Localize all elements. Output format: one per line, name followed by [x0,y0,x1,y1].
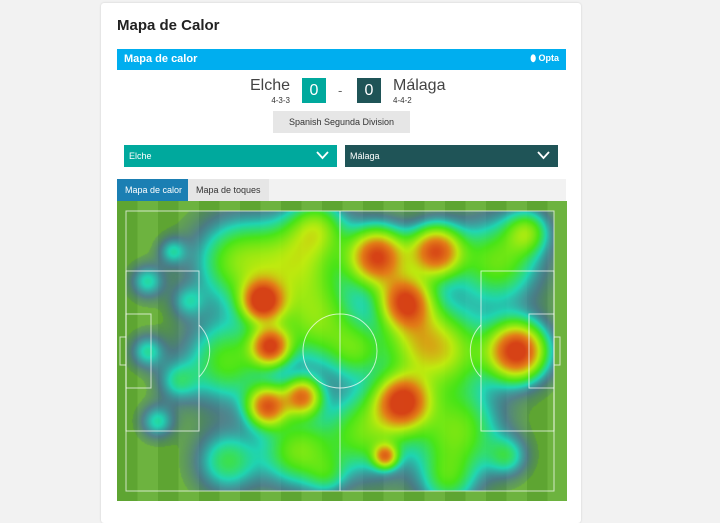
tab-mapa-de-calor[interactable]: Mapa de calor [117,179,191,201]
page-title: Mapa de Calor [117,17,220,34]
heatmap-layer [117,201,567,501]
home-team-name: Elche [249,77,290,94]
widget-title: Mapa de calor [124,53,198,65]
tab-mapa-de-toques[interactable]: Mapa de toques [188,179,269,201]
away-score: 0 [357,78,381,103]
away-team-name: Málaga [393,77,446,94]
view-tabs: Mapa de calor Mapa de toques [117,179,566,201]
away-team-select[interactable]: Málaga [345,145,558,167]
pitch-heatmap [117,201,567,501]
home-team-select[interactable]: Elche [124,145,337,167]
home-score: 0 [302,78,326,103]
chevron-down-icon [316,151,329,160]
opta-icon: ⬮ [530,53,539,63]
pitch-lines [119,210,561,492]
opta-logo: ⬮ Opta [530,53,559,63]
competition-button[interactable]: Spanish Segunda Division [273,111,410,133]
home-formation: 4-3-3 [271,96,290,105]
heatmap-card: Mapa de Calor Mapa de calor ⬮ Opta Elche… [101,3,581,523]
away-formation: 4-4-2 [393,96,412,105]
widget-header: Mapa de calor ⬮ Opta [117,49,566,70]
chevron-down-icon [537,151,550,160]
score-separator: - [338,83,343,98]
